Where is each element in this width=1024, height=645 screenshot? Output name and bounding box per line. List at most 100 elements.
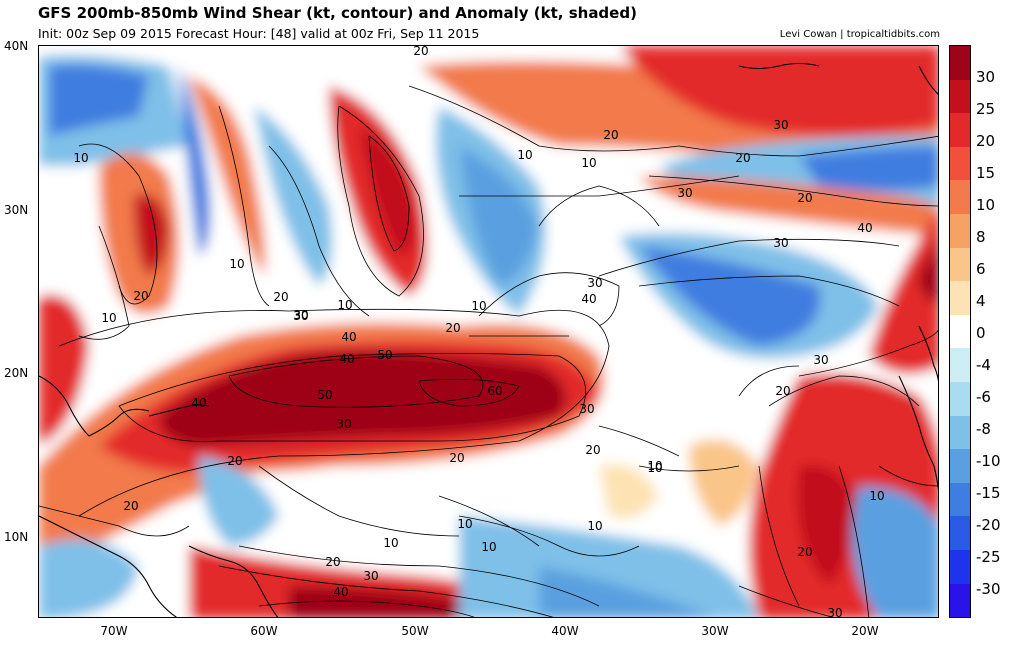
anomaly-shading [39,46,938,617]
colorbar-segment [950,79,970,114]
contour-label: 20 [227,454,242,468]
contour-label: 20 [585,443,600,457]
contour-label: 10 [229,257,244,271]
contour-label: 60 [487,384,502,398]
contour-label: 10 [337,298,352,312]
contour-label: 30 [773,118,788,132]
colorbar-label: 4 [976,292,986,310]
lon-label-30w: 30W [701,624,729,638]
colorbar-label: 30 [976,68,996,86]
colorbar-label: 0 [976,324,986,342]
contour-label: 30 [293,308,308,322]
contour-label: 30 [336,417,351,431]
colorbar-segment [950,415,970,450]
colorbar-segment [950,381,970,416]
lon-label-70w: 70W [100,624,128,638]
colorbar-segment [950,314,970,349]
shear-contours [39,85,938,617]
contour-label: 10 [101,311,116,325]
colorbar-segment [950,113,970,147]
contour-label: 10 [517,148,532,162]
contour-label: 10 [869,489,884,503]
colorbar-label: -30 [976,580,1001,598]
colorbar [949,45,971,618]
contour-label: 20 [775,384,790,398]
contour-label: 10 [481,540,496,554]
contour-label: 20 [449,451,464,465]
contour-label: 20 [603,128,618,142]
colorbar-label: 15 [976,164,996,182]
coastlines [39,62,938,617]
map-subtitle: Init: 00z Sep 09 2015 Forecast Hour: [48… [38,26,480,41]
colorbar-label: -10 [976,452,1001,470]
colorbar-segment [950,46,970,80]
colorbar-segment [950,516,970,550]
contour-label: 40 [339,352,354,366]
wind-shear-map: 10 20 30 40 50 60 50 40 30 20 10 10 20 3… [38,45,939,618]
contour-label: 20 [273,290,288,304]
colorbar-label: -20 [976,516,1001,534]
contour-label: 20 [735,151,750,165]
contour-label: 30 [293,309,308,323]
contour-label: 40 [333,585,348,599]
map-title: GFS 200mb-850mb Wind Shear (kt, contour)… [38,4,637,22]
lon-label-60w: 60W [250,624,278,638]
contour-label: 20 [445,321,460,335]
colorbar-segment [950,247,970,282]
colorbar-label: -8 [976,420,991,438]
colorbar-label: 25 [976,100,996,118]
contour-label: 30 [587,276,602,290]
contour-label: 10 [647,461,662,475]
colorbar-label: 6 [976,260,986,278]
colorbar-segment [950,146,970,181]
map-canvas: 10 20 30 40 50 60 50 40 30 20 10 10 20 3… [39,46,938,618]
contour-label: 40 [191,396,206,410]
contour-label: 20 [123,499,138,513]
contour-label: 50 [377,348,392,362]
lat-label-30n: 30N [4,203,29,217]
contour-label: 30 [363,569,378,583]
colorbar-segment [950,281,970,315]
contour-label: 30 [773,236,788,250]
colorbar-label: -15 [976,484,1001,502]
lat-label-10n: 10N [4,530,29,544]
contour-label: 10 [581,156,596,170]
colorbar-segment [950,180,970,214]
colorbar-label: -25 [976,548,1001,566]
lat-label-20n: 20N [4,366,29,380]
contour-label: 20 [797,545,812,559]
contour-label-group: 10 20 30 40 50 60 50 40 30 20 10 10 20 3… [73,46,884,618]
contour-label: 10 [383,536,398,550]
lat-label-40n: 40N [4,39,29,53]
contour-label: 40 [857,221,872,235]
contour-label: 40 [581,292,596,306]
contour-label: 30 [827,606,842,618]
contour-label: 10 [587,519,602,533]
colorbar-segment [950,449,970,483]
contour-label: 30 [813,353,828,367]
colorbar-label: 20 [976,132,996,150]
lon-label-40w: 40W [551,624,579,638]
colorbar-segment [950,549,970,584]
contour-label: 10 [647,459,662,473]
contour-label: 40 [341,330,356,344]
colorbar-label: 10 [976,196,996,214]
colorbar-segment [950,583,970,618]
colorbar-segment [950,482,970,517]
lon-label-20w: 20W [851,624,879,638]
contour-label: 10 [457,517,472,531]
contour-label: 20 [797,191,812,205]
contour-label: 10 [471,299,486,313]
contour-label: 10 [73,151,88,165]
contour-label: 30 [677,186,692,200]
contour-label: 20 [325,555,340,569]
lon-label-50w: 50W [401,624,429,638]
contour-label: 50 [317,388,332,402]
contour-label: 20 [413,46,428,58]
colorbar-segment [950,213,970,248]
colorbar-label: -6 [976,388,991,406]
colorbar-label: 8 [976,228,986,246]
colorbar-segment [950,348,970,382]
map-credit: Levi Cowan | tropicaltidbits.com [779,29,940,40]
colorbar-label: -4 [976,356,991,374]
